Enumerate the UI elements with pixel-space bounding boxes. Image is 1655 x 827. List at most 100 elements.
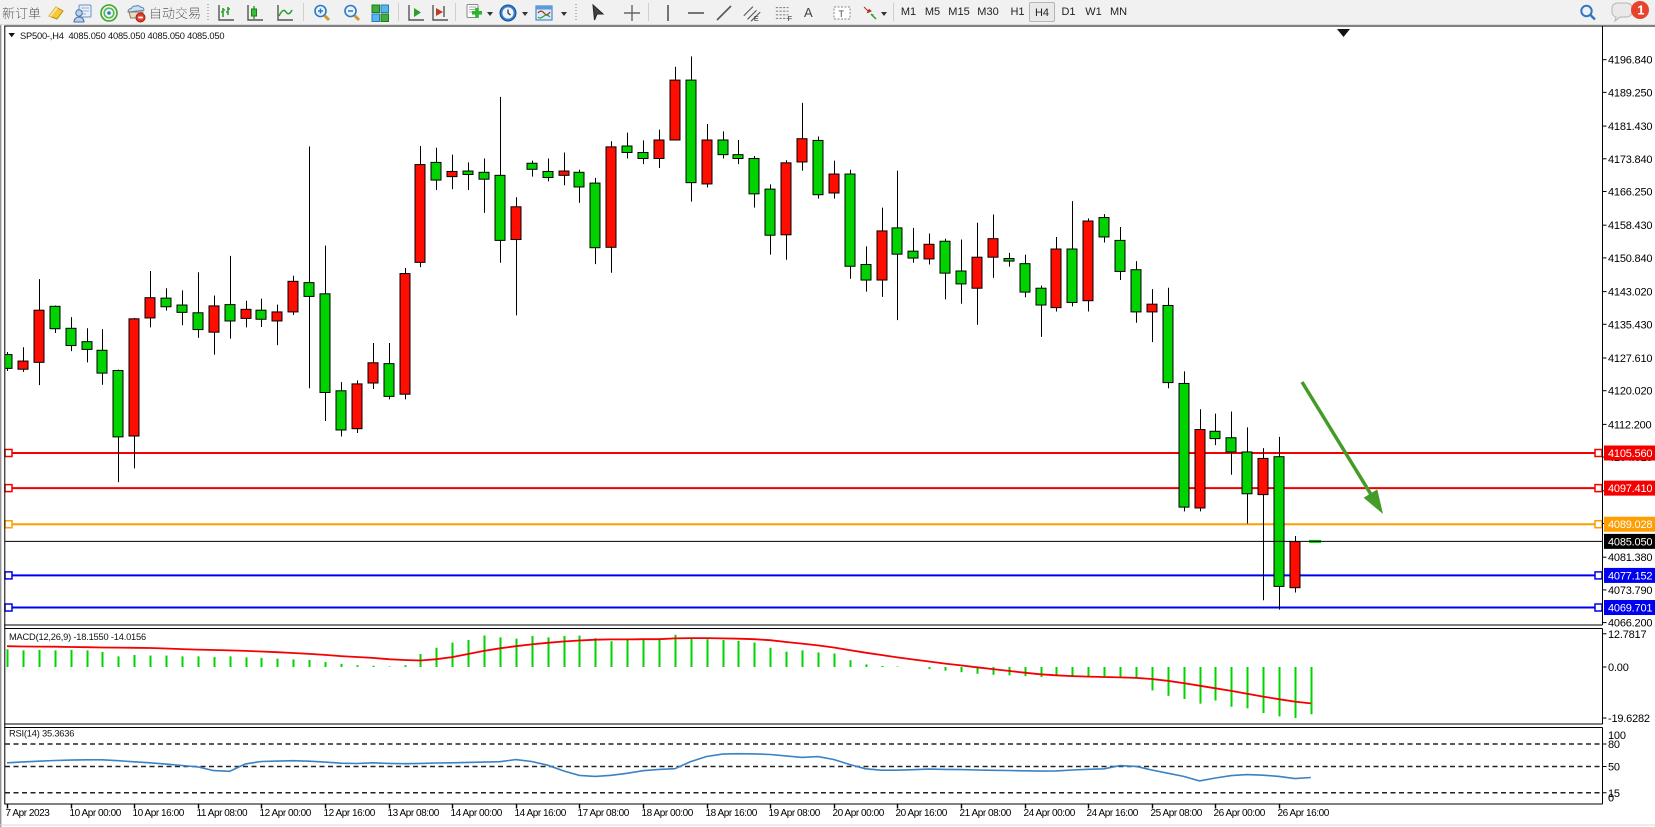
cursor-button[interactable]: [588, 3, 608, 23]
periods-dropdown-caret[interactable]: [521, 3, 529, 23]
text-label-button[interactable]: T: [832, 3, 852, 23]
timeframe-button-h4[interactable]: H4: [1029, 2, 1055, 22]
hline-object-4089.028[interactable]: [4, 519, 1603, 529]
candle-body: [1130, 269, 1142, 313]
timeframe-button-d1[interactable]: D1: [1061, 6, 1076, 18]
equidistant-channel-button[interactable]: E: [742, 3, 762, 23]
macd-tick-label: 0.00: [1608, 662, 1629, 674]
indicators-button[interactable]: [463, 3, 483, 23]
candle-body: [446, 170, 458, 178]
candlestick-chart-button[interactable]: [245, 3, 265, 23]
timeframe-button-mn[interactable]: MN: [1109, 6, 1128, 18]
trendline-button[interactable]: [714, 3, 734, 23]
hline-anchor[interactable]: [4, 571, 13, 580]
fibonacci-button[interactable]: F: [774, 3, 794, 23]
chart-shift-button[interactable]: [430, 3, 450, 23]
notifications-button[interactable]: 1: [1608, 0, 1654, 24]
time-tick-label: 26 Apr 00:00: [1214, 808, 1266, 819]
horizontal-line-button[interactable]: [686, 3, 706, 23]
line-chart-button[interactable]: [275, 3, 295, 23]
price-badge: [1604, 480, 1655, 496]
zoom-out-button[interactable]: [342, 3, 362, 23]
candle: [573, 169, 585, 203]
candle: [81, 328, 93, 363]
time-tick-label: 20 Apr 16:00: [896, 808, 948, 819]
candle-body: [208, 305, 220, 333]
candle: [589, 177, 601, 265]
candle: [780, 160, 792, 260]
arrow-head[interactable]: [1363, 489, 1383, 514]
candle: [287, 275, 299, 315]
profile-icon[interactable]: [73, 3, 93, 23]
candle: [1257, 448, 1269, 601]
hline-anchor[interactable]: [4, 519, 13, 529]
hline-object-4097.410[interactable]: [4, 483, 1603, 493]
candle: [351, 380, 363, 434]
hline-anchor[interactable]: [4, 603, 13, 612]
zoom-in-button[interactable]: [312, 3, 332, 23]
new-order-button[interactable]: [2, 6, 44, 20]
templates-button[interactable]: [534, 3, 554, 23]
price-tick-label: 4150.840: [1608, 253, 1652, 265]
candle-body: [319, 293, 331, 394]
hline-anchor[interactable]: [1594, 483, 1603, 493]
hline-anchor[interactable]: [1594, 603, 1603, 612]
indicators-dropdown-caret[interactable]: [486, 3, 494, 23]
arrow-shaft[interactable]: [1300, 381, 1375, 498]
price-tick-label: 4189.250: [1608, 87, 1652, 99]
candle-body: [224, 304, 236, 322]
candle: [446, 154, 458, 190]
text-tool-button[interactable]: A: [804, 5, 813, 20]
candle: [144, 270, 156, 328]
search-icon[interactable]: [1578, 3, 1598, 23]
hline-anchor[interactable]: [4, 483, 13, 493]
chart-background: [0, 25, 1655, 827]
candle-body: [621, 145, 633, 153]
time-tick-label: 12 Apr 00:00: [260, 808, 312, 819]
hline-anchor[interactable]: [1594, 448, 1603, 458]
candle-body: [685, 79, 697, 184]
tile-windows-button[interactable]: [370, 3, 390, 23]
hline-anchor[interactable]: [4, 448, 13, 458]
crosshair-button[interactable]: [622, 3, 642, 23]
arrows-dropdown-caret[interactable]: [880, 3, 888, 23]
candle-body: [955, 270, 967, 285]
candle-body: [717, 139, 729, 156]
candle-body: [971, 256, 983, 289]
auto-scroll-button[interactable]: [406, 3, 426, 23]
hline-object-4105.560[interactable]: [4, 448, 1603, 458]
periods-button[interactable]: [498, 3, 518, 23]
vertical-line-button[interactable]: [658, 3, 678, 23]
candle-body: [1066, 248, 1078, 303]
time-tick-label: 20 Apr 00:00: [833, 808, 885, 819]
market-watch-icon[interactable]: [46, 3, 66, 23]
time-tick-label: 21 Apr 08:00: [960, 808, 1012, 819]
signals-icon[interactable]: [99, 3, 119, 23]
candle: [812, 136, 824, 199]
one-click-menu-icon[interactable]: [8, 33, 16, 38]
candle: [987, 214, 999, 278]
candle-body: [701, 139, 713, 185]
label-icon-letter: T: [839, 9, 845, 19]
timeframe-button-w1[interactable]: W1: [1085, 6, 1102, 18]
timeframe-button-m5[interactable]: M5: [924, 6, 941, 18]
candle: [542, 158, 554, 182]
time-tick-label: 12 Apr 16:00: [324, 808, 376, 819]
timeframe-button-h1[interactable]: H1: [1010, 6, 1025, 18]
time-tick-label: 14 Apr 16:00: [515, 808, 567, 819]
bar-chart-button[interactable]: [216, 3, 236, 23]
arrows-tool-button[interactable]: [860, 3, 880, 23]
autotrading-icon[interactable]: [126, 3, 146, 23]
hline-object-4077.152[interactable]: [4, 571, 1603, 580]
timeframe-button-m30[interactable]: M30: [977, 6, 999, 18]
templates-dropdown-caret[interactable]: [560, 3, 568, 23]
candle: [176, 290, 188, 326]
chart-shift-marker[interactable]: [1337, 29, 1350, 37]
timeframe-button-m1[interactable]: M1: [900, 6, 917, 18]
hline-anchor[interactable]: [1594, 519, 1603, 529]
price-badge: [1604, 533, 1655, 549]
timeframe-button-m15[interactable]: M15: [948, 6, 970, 18]
autotrading-label[interactable]: [149, 6, 203, 20]
hline-anchor[interactable]: [1594, 571, 1603, 580]
